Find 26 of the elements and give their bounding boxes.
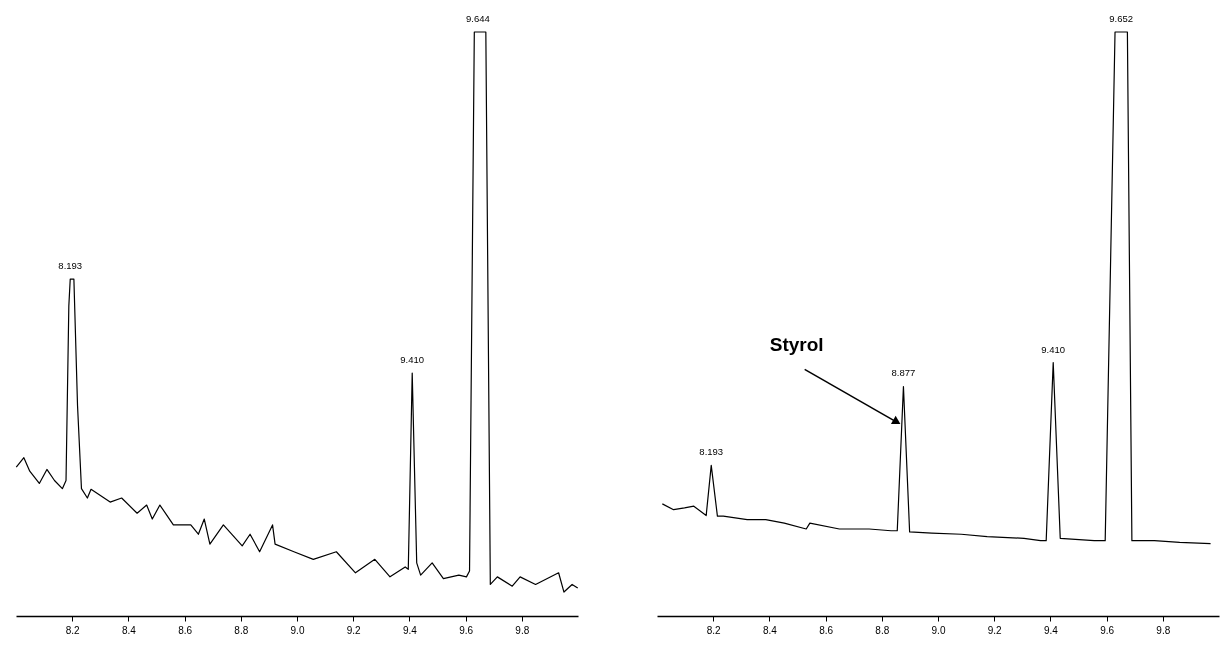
x-tick-label: 9.6	[1100, 624, 1115, 636]
annotation: 9.410	[400, 354, 425, 366]
x-tick-label: 8.4	[121, 624, 137, 636]
x-tick-label: 9.8	[1156, 624, 1171, 636]
x-tick-label: 8.6	[178, 624, 193, 636]
x-tick-label: 9.0	[290, 624, 305, 636]
annotation: 9.652	[1109, 13, 1134, 24]
x-tick-label: 8.8	[234, 624, 249, 636]
annotation: 8.877	[891, 367, 916, 379]
x-tick-label: 9.6	[459, 624, 474, 636]
x-tick-label: 9.4	[402, 624, 418, 636]
x-tick-label: 8.2	[706, 624, 722, 636]
annotation: Styrol	[769, 334, 824, 356]
annotation: 9.644	[466, 13, 490, 24]
x-tick-label: 9.2	[346, 624, 362, 636]
x-tick-label: 8.6	[819, 624, 834, 636]
x-tick-label: 8.8	[875, 624, 890, 636]
x-tick-label: 9.0	[931, 624, 946, 636]
annotation: 9.410	[1041, 343, 1066, 355]
x-tick-label: 8.2	[65, 624, 81, 636]
x-tick-label: 9.4	[1043, 624, 1059, 636]
x-tick-label: 9.8	[515, 624, 530, 636]
annotation: 8.193	[58, 260, 83, 272]
x-tick-label: 8.4	[762, 624, 778, 636]
x-tick-label: 9.2	[987, 624, 1003, 636]
annotation: 8.193	[699, 446, 724, 458]
